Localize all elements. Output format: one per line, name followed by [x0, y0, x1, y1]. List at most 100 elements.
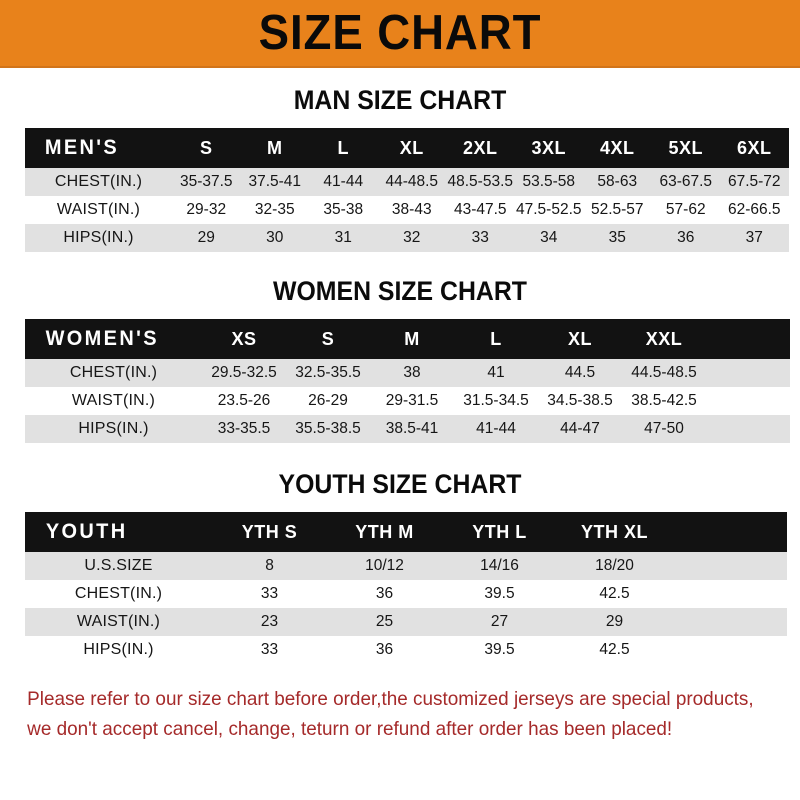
table-cell: 36	[327, 636, 442, 664]
table-cell: 41	[454, 359, 538, 387]
row-label: HIPS(IN.)	[25, 224, 172, 252]
section-youth: YOUTH SIZE CHART YOUTH YTH S YTH M YTH L YTH…	[0, 471, 800, 664]
table-cell: 38-43	[377, 196, 446, 224]
column-header: 5XL	[668, 137, 703, 158]
table-cell	[706, 359, 790, 387]
table-cell: 36	[651, 224, 720, 252]
table-cell: 29-31.5	[370, 387, 454, 415]
column-header-empty	[706, 319, 790, 359]
table-row: HIPS(IN.) 33 36 39.5 42.5	[25, 636, 787, 664]
column-header: M	[267, 137, 283, 158]
table-cell: 18/20	[557, 552, 672, 580]
table-cell: 37	[720, 224, 789, 252]
table-cell: 33	[446, 224, 515, 252]
table-cell: 26-29	[286, 387, 370, 415]
table-cell	[706, 387, 790, 415]
table-cell: 10/12	[327, 552, 442, 580]
column-header: XL	[399, 137, 424, 158]
table-cell: 47.5-52.5	[514, 196, 583, 224]
column-header: 3XL	[531, 137, 566, 158]
table-cell: 35	[583, 224, 652, 252]
table-cell: 36	[327, 580, 442, 608]
table-cell: 31.5-34.5	[454, 387, 538, 415]
row-label: WAIST(IN.)	[25, 608, 212, 636]
section-title-women: WOMEN SIZE CHART	[273, 276, 527, 306]
table-cell: 41-44	[454, 415, 538, 443]
table-cell	[672, 608, 787, 636]
table-cell: 23.5-26	[202, 387, 286, 415]
table-header-row: YOUTH YTH S YTH M YTH L YTH XL	[25, 512, 787, 552]
section-man: MAN SIZE CHART MEN'S S M L XL 2XL 3XL 4XL 5XL 6XL…	[0, 87, 800, 252]
table-cell: 29-32	[172, 196, 241, 224]
table-cell: 29	[172, 224, 241, 252]
table-cell	[672, 636, 787, 664]
table-cell: 57-62	[651, 196, 720, 224]
row-label: CHEST(IN.)	[25, 580, 212, 608]
table-row: WAIST(IN.) 29-32 32-35 35-38 38-43 43-47.5 47.…	[25, 196, 789, 224]
table-cell: 52.5-57	[583, 196, 652, 224]
table-cell: 29	[557, 608, 672, 636]
table-cell: 44.5-48.5	[622, 359, 706, 387]
table-cell: 44.5	[538, 359, 622, 387]
row-label: CHEST(IN.)	[25, 168, 172, 196]
row-label: WAIST(IN.)	[25, 196, 172, 224]
table-cell: 37.5-41	[240, 168, 309, 196]
table-youth: YOUTH YTH S YTH M YTH L YTH XL U.S.SIZE 8 10/12…	[25, 512, 787, 664]
table-cell: 35.5-38.5	[286, 415, 370, 443]
table-cell: 34.5-38.5	[538, 387, 622, 415]
table-cell: 38	[370, 359, 454, 387]
table-cell: 34	[514, 224, 583, 252]
column-header: XS	[231, 328, 257, 349]
row-label-header: MEN'S	[44, 136, 120, 159]
table-cell: 32.5-35.5	[286, 359, 370, 387]
table-cell: 33-35.5	[202, 415, 286, 443]
table-cell: 31	[309, 224, 378, 252]
table-cell: 39.5	[442, 636, 557, 664]
column-header: L	[490, 328, 502, 349]
row-label: HIPS(IN.)	[25, 415, 202, 443]
table-cell: 33	[212, 636, 327, 664]
table-cell	[672, 552, 787, 580]
table-cell: 53.5-58	[514, 168, 583, 196]
table-cell: 8	[212, 552, 327, 580]
table-cell: 43-47.5	[446, 196, 515, 224]
table-cell: 33	[212, 580, 327, 608]
column-header: 4XL	[599, 137, 635, 158]
row-label-header: YOUTH	[45, 520, 128, 543]
table-cell: 32	[377, 224, 446, 252]
column-header: L	[337, 137, 349, 158]
table-cell: 67.5-72	[720, 168, 789, 196]
row-label: HIPS(IN.)	[25, 636, 212, 664]
column-header: YTH M	[355, 521, 414, 542]
column-header: 6XL	[736, 137, 772, 158]
table-cell: 47-50	[622, 415, 706, 443]
order-notice: Please refer to our size chart before or…	[0, 684, 776, 744]
table-cell: 29.5-32.5	[202, 359, 286, 387]
table-cell: 42.5	[557, 636, 672, 664]
table-cell: 27	[442, 608, 557, 636]
table-cell: 48.5-53.5	[446, 168, 515, 196]
column-header: YTH S	[241, 521, 298, 542]
table-cell: 14/16	[442, 552, 557, 580]
column-header: M	[404, 328, 420, 349]
row-label: U.S.SIZE	[25, 552, 212, 580]
table-cell: 62-66.5	[720, 196, 789, 224]
table-row: WAIST(IN.) 23 25 27 29	[25, 608, 787, 636]
order-notice-line-1: Please refer to our size chart before or…	[27, 688, 754, 710]
banner: SIZE CHART	[0, 0, 800, 68]
table-row: HIPS(IN.) 29 30 31 32 33 34 35 36 37	[25, 224, 789, 252]
table-cell: 30	[240, 224, 309, 252]
row-label: CHEST(IN.)	[25, 359, 202, 387]
table-man: MEN'S S M L XL 2XL 3XL 4XL 5XL 6XL CHEST(IN.) 35-37…	[25, 128, 789, 252]
table-cell: 35-38	[309, 196, 378, 224]
table-cell: 32-35	[240, 196, 309, 224]
row-label-header: WOMEN'S	[45, 327, 159, 350]
column-header: 2XL	[462, 137, 498, 158]
table-row: CHEST(IN.) 35-37.5 37.5-41 41-44 44-48.5 48.5…	[25, 168, 789, 196]
column-header: S	[199, 137, 213, 158]
table-cell: 38.5-42.5	[622, 387, 706, 415]
column-header: YTH XL	[580, 521, 648, 542]
table-cell: 35-37.5	[172, 168, 241, 196]
row-label: WAIST(IN.)	[25, 387, 202, 415]
table-cell: 63-67.5	[651, 168, 720, 196]
